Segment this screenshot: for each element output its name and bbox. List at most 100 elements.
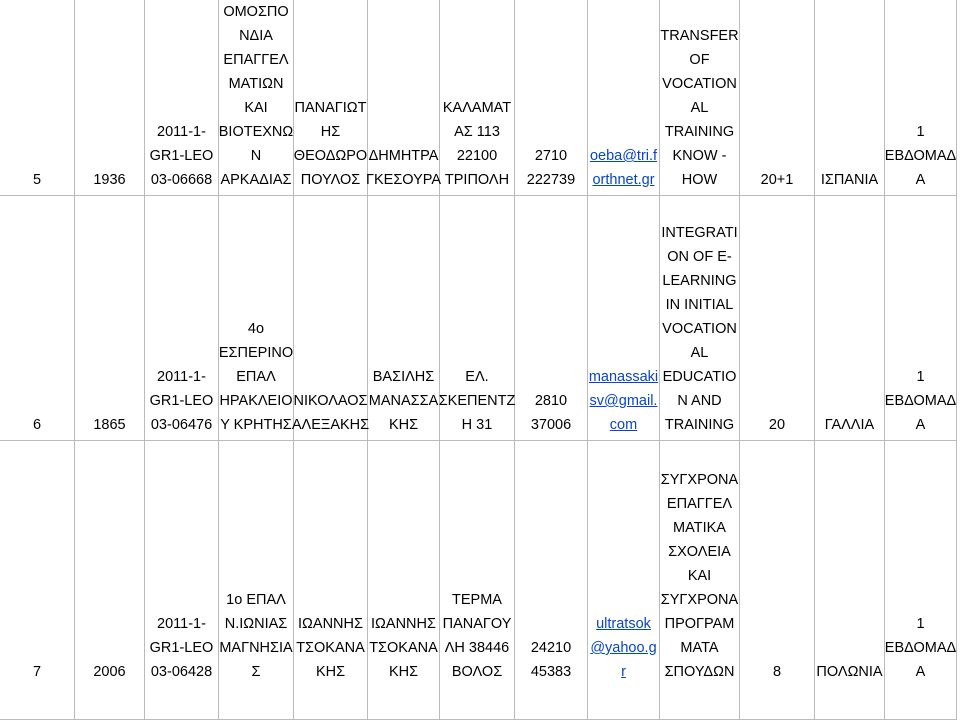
cell-text: ΠΟΥΛΟΣ xyxy=(300,172,361,188)
email-text[interactable]: com xyxy=(609,417,638,433)
cell-text: ΘΕΟΔΩΡΟ xyxy=(293,148,368,164)
cell-text: ΚΑΛΑΜΑΤ xyxy=(442,100,512,116)
table-cell: ΙΣΠΑΝΙΑ xyxy=(815,0,885,196)
email-text[interactable]: @yahoo.g xyxy=(590,640,657,656)
table-cell: ΠΑΝΑΓΙΩΤ ΗΣ ΘΕΟΔΩΡΟ ΠΟΥΛΟΣ xyxy=(294,0,368,196)
cell-text: KNOW - xyxy=(672,148,727,164)
cell-text: ΗΣ xyxy=(320,124,341,140)
cell-text: ΤΣΟΚΑΝΑ xyxy=(296,640,365,656)
cell-text: 1 xyxy=(916,369,925,385)
cell-text: 2710 xyxy=(534,148,568,164)
cell-text: 5 xyxy=(32,172,42,188)
table-cell: ΔΗΜΗΤΡΑ ΓΚΕΣΟΥΡΑ xyxy=(366,0,441,196)
cell-text: TRAINING xyxy=(664,417,735,433)
cell-text: AL xyxy=(690,100,709,116)
cell-text: ΙΣΠΑΝΙΑ xyxy=(820,172,879,188)
cell-text: ΜΑΤΙΚΑ xyxy=(673,520,726,536)
cell-text: ΜΑΓΝΗΣΙΑ xyxy=(219,640,293,656)
table-cell: ΓΑΛΛΙΑ xyxy=(815,196,885,441)
table-cell: 2710 222739 xyxy=(515,0,588,196)
table-cell: 5 xyxy=(0,0,75,196)
table-cell: 2011-1- GR1-LEO 03-06476 xyxy=(145,196,219,441)
email-text[interactable]: oeba@tri.f xyxy=(589,148,658,164)
table-cell: 20 xyxy=(740,196,815,441)
cell-text: 2011-1- xyxy=(157,369,206,385)
cell-text: ΚΗΣ xyxy=(388,664,419,680)
cell-text: 37006 xyxy=(530,417,572,433)
cell-text: ΚΗΣ xyxy=(315,664,346,680)
cell-text: ΚΑΙ xyxy=(687,568,712,584)
cell-text: 2006 xyxy=(93,664,126,680)
cell-text: 03-06476 xyxy=(150,417,213,433)
cell-text: ΚΗΣ xyxy=(388,417,419,433)
cell-text: ΒΑΣΙΛΗΣ xyxy=(372,369,435,385)
cell-text: ΟΜΟΣΠΟ xyxy=(223,4,289,20)
cell-text: ΕΒΔΟΜΑΔ xyxy=(884,148,957,164)
cell-text: ΝΙΚΟΛΑΟΣ xyxy=(293,393,368,409)
cell-text: Α xyxy=(915,417,926,433)
cell-text: HOW xyxy=(681,172,718,188)
cell-text: VOCATION xyxy=(662,76,737,92)
email-text[interactable]: ultratsok xyxy=(596,616,651,632)
cell-text: Α xyxy=(915,172,926,188)
cell-text: Ν xyxy=(250,148,262,164)
email-cell: oeba@tri.f orthnet.gr xyxy=(588,0,660,196)
cell-text: GR1-LEO xyxy=(149,148,214,164)
cell-text: 8 xyxy=(772,664,782,680)
cell-text: OF xyxy=(689,52,710,68)
cell-text: ΠΑΝΑΓΙΩΤ xyxy=(294,100,367,116)
email-text[interactable]: orthnet.gr xyxy=(592,172,655,188)
cell-text: ΕΛ. xyxy=(465,369,489,385)
table-cell: ΤΕΡΜΑ ΠΑΝΑΓΟΥ ΛΗ 38446 ΒΟΛΟΣ xyxy=(440,441,515,720)
cell-text: INTEGRATI xyxy=(661,225,738,241)
cell-text: TRANSFER xyxy=(660,28,739,44)
cell-text: Σ xyxy=(251,664,261,680)
cell-text: ΔΗΜΗΤΡΑ xyxy=(368,148,439,164)
cell-text: 222739 xyxy=(526,172,576,188)
table-cell: 4ο ΕΣΠΕΡΙΝΟ ΕΠΑΛ ΗΡΑΚΛΕΙΟ Υ ΚΡΗΤΗΣ xyxy=(219,196,294,441)
cell-text: ΣΠΟΥΔΩΝ xyxy=(664,664,735,680)
email-text[interactable]: sv@gmail. xyxy=(589,393,658,409)
table-cell: 7 xyxy=(0,441,75,720)
cell-text: ΠΡΟΓΡΑΜ xyxy=(664,616,735,632)
email-text[interactable]: r xyxy=(621,664,626,680)
cell-text: ΙΩΑΝΝΗΣ xyxy=(298,616,363,632)
cell-text: GR1-LEO xyxy=(149,640,214,656)
table-cell: ΚΑΛΑΜΑΤ ΑΣ 113 22100 ΤΡΙΠΟΛΗ xyxy=(440,0,515,196)
cell-text: Α xyxy=(915,664,926,680)
cell-text: ΒΙΟΤΕΧΝΩ xyxy=(218,124,294,140)
cell-text: IN INITIAL xyxy=(665,297,734,313)
cell-text: ΜΑΤΙΩΝ xyxy=(228,76,284,92)
table-cell: 1865 xyxy=(75,196,145,441)
cell-text: ΣΥΓΧΡΟΝΑ xyxy=(660,472,739,488)
cell-text: ΕΠΑΛ xyxy=(236,369,276,385)
cell-text: ΝΔΙΑ xyxy=(239,28,273,44)
cell-text: ΤΡΙΠΟΛΗ xyxy=(444,172,510,188)
table-cell: 2006 xyxy=(75,441,145,720)
cell-text: 03-06668 xyxy=(150,172,213,188)
table-cell: 2011-1- GR1-LEO 03-06428 xyxy=(145,441,219,720)
cell-text: ΙΩΑΝΝΗΣ xyxy=(371,616,436,632)
cell-text: ΕΠΑΓΓΕΛ xyxy=(223,52,289,68)
cell-text: GR1-LEO xyxy=(149,393,214,409)
table-cell: ΙΩΑΝΝΗΣ ΤΣΟΚΑΝΑ ΚΗΣ xyxy=(368,441,440,720)
cell-text: 1936 xyxy=(93,172,126,188)
cell-text: ΕΣΠΕΡΙΝΟ xyxy=(218,345,294,361)
cell-text: 1 xyxy=(916,616,925,632)
email-cell: ultratsok @yahoo.g r xyxy=(588,441,660,720)
cell-text: ON OF E- xyxy=(667,249,732,265)
table-cell: 1ο ΕΠΑΛ Ν.ΙΩΝΙΑΣ ΜΑΓΝΗΣΙΑ Σ xyxy=(219,441,294,720)
email-text[interactable]: manassaki xyxy=(588,369,659,385)
table-cell: ΙΩΑΝΝΗΣ ΤΣΟΚΑΝΑ ΚΗΣ xyxy=(294,441,368,720)
cell-text: 20 xyxy=(768,417,786,433)
cell-text: 20+1 xyxy=(760,172,794,188)
cell-text: ΗΡΑΚΛΕΙΟ xyxy=(219,393,293,409)
cell-text: Υ ΚΡΗΤΗΣ xyxy=(220,417,292,433)
cell-text: ΜΑΝΑΣΣΑ xyxy=(368,393,439,409)
cell-text: Ν.ΙΩΝΙΑΣ xyxy=(224,616,288,632)
cell-text: 4ο xyxy=(247,321,265,337)
table-cell: TRANSFER OF VOCATION AL TRAINING KNOW - HOW xyxy=(660,0,740,196)
cell-text: 22100 xyxy=(456,148,498,164)
cell-text: 6 xyxy=(32,417,42,433)
